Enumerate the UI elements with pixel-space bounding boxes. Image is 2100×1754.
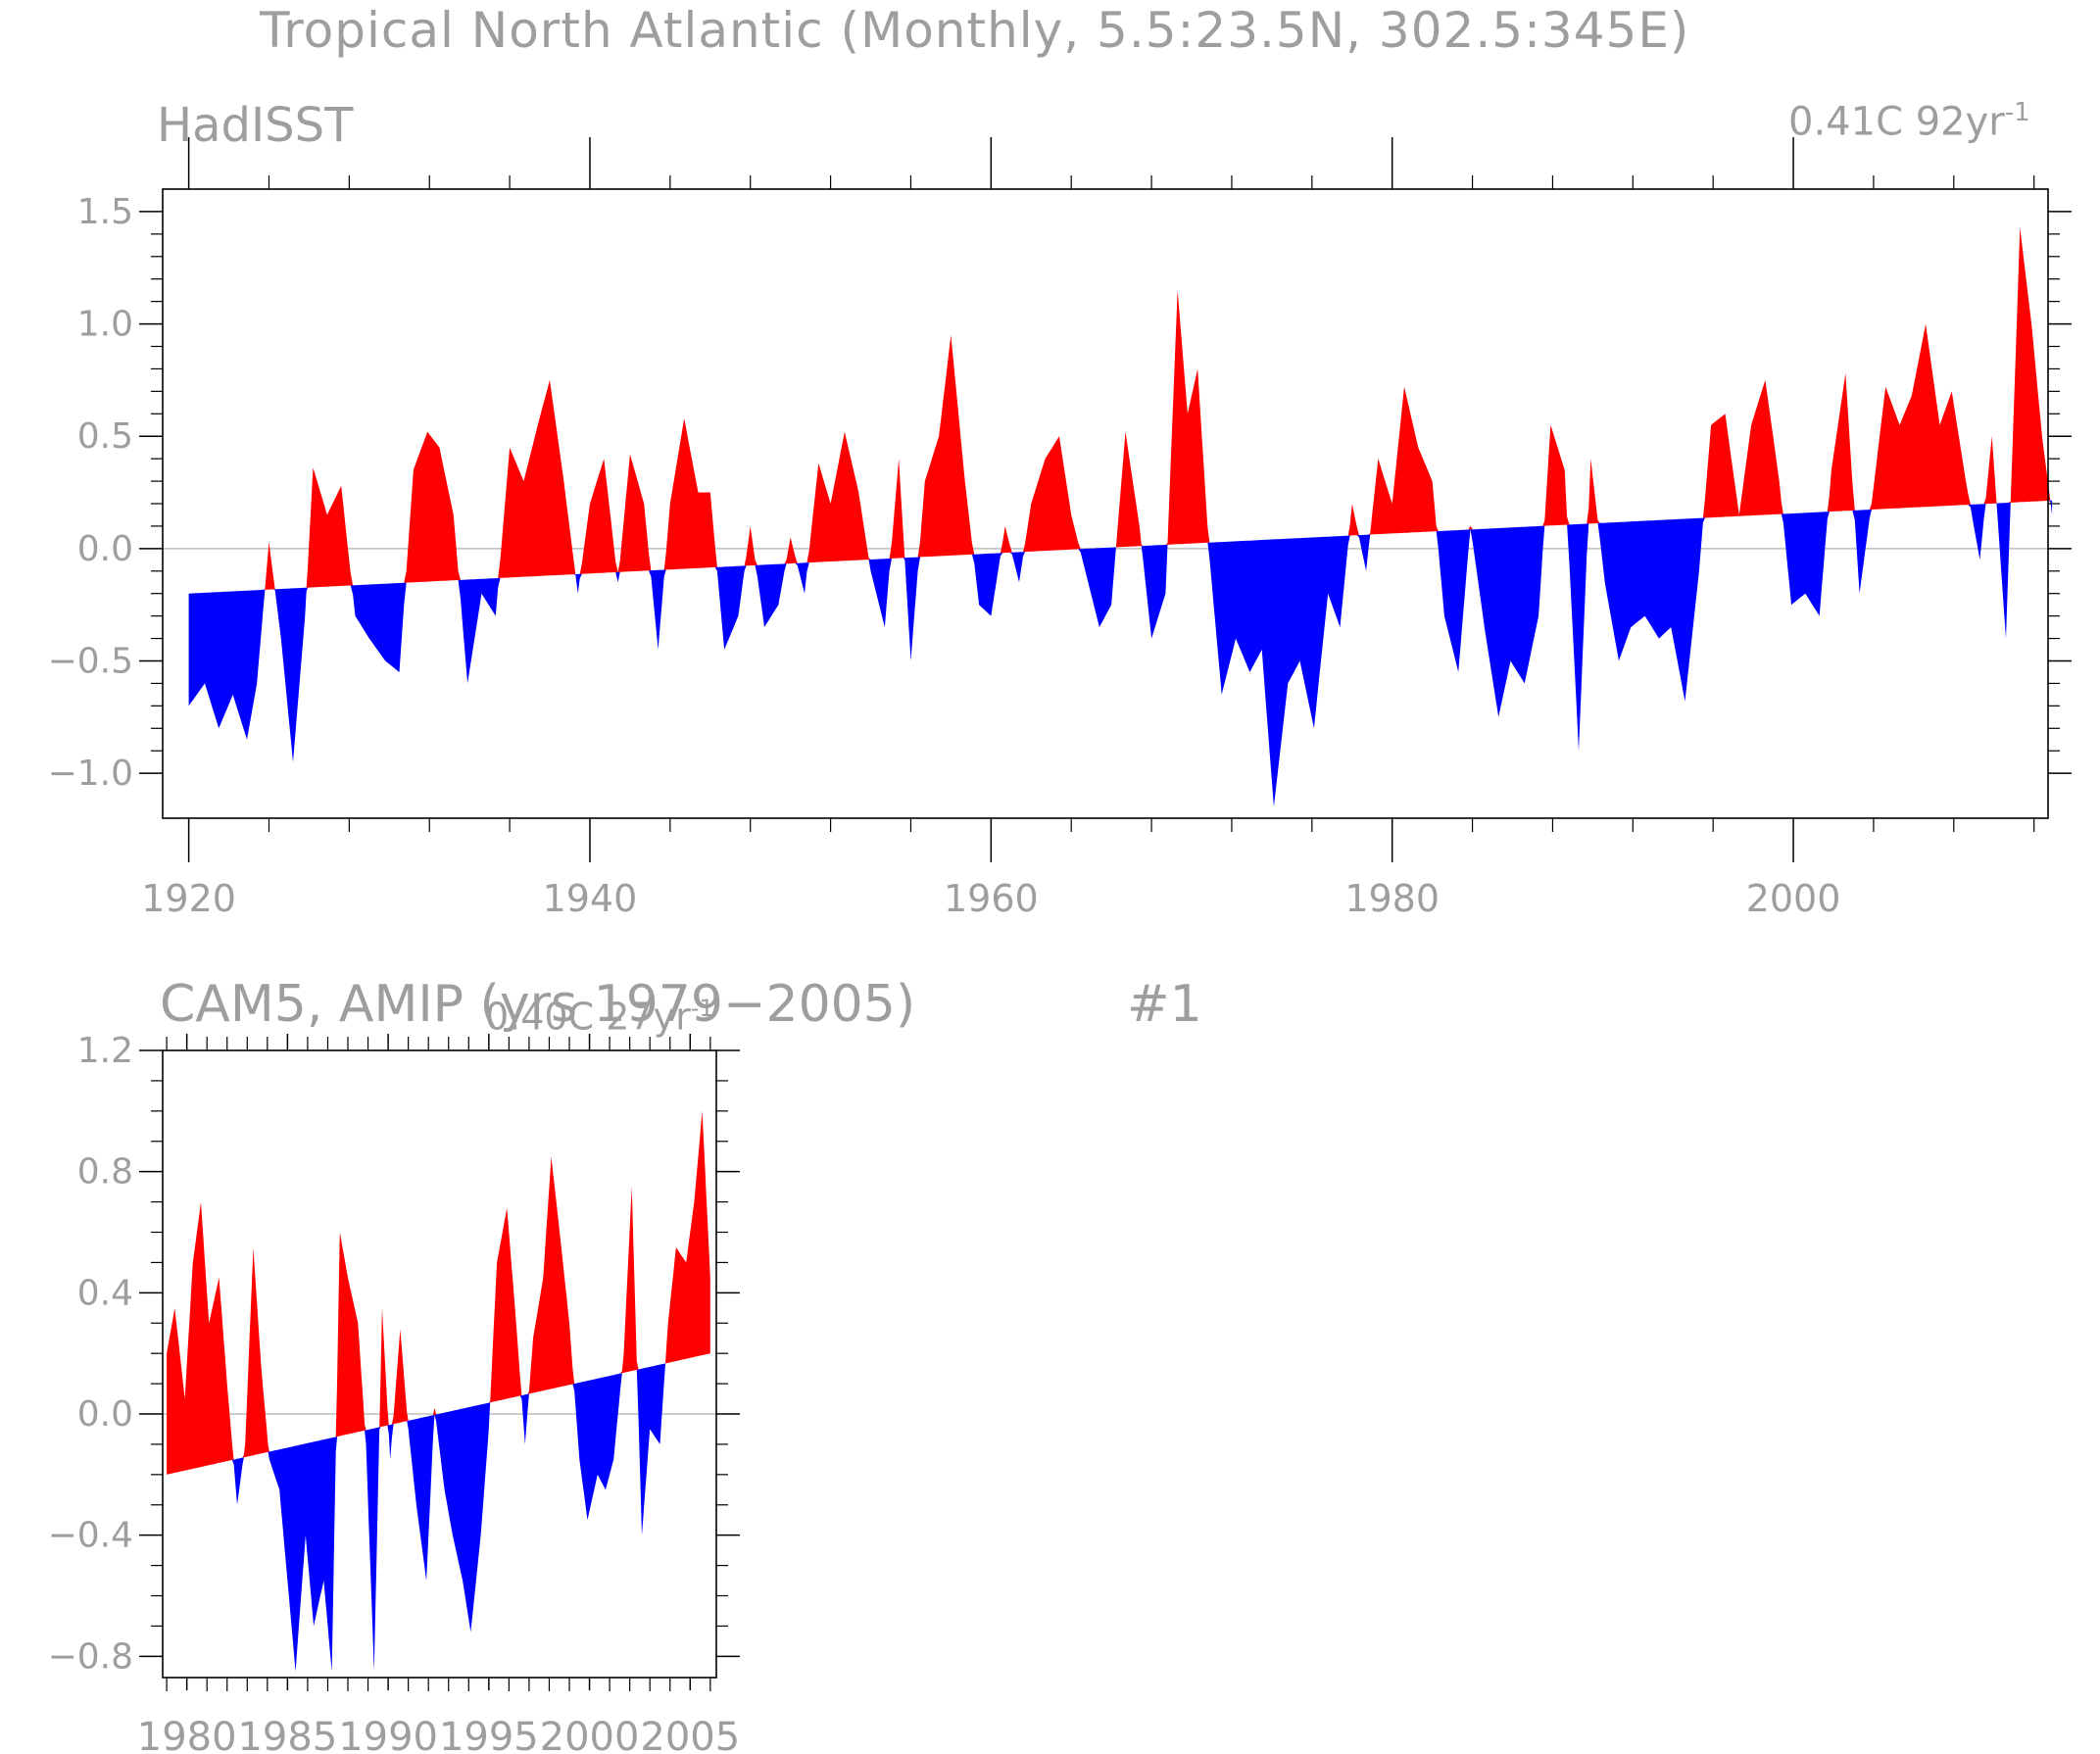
panel1-trend-text: 0.41C 92yr	[1788, 99, 2005, 145]
y-tick-label: 0.8	[77, 1152, 133, 1193]
x-tick-label: 1980	[1344, 877, 1440, 920]
x-tick-label: 1995	[439, 1715, 539, 1754]
y-tick-label: 1.0	[77, 305, 133, 345]
panel2-trend-text: 0.40C 27yr	[485, 995, 691, 1039]
y-tick-label: −0.4	[48, 1516, 133, 1556]
x-tick-label: 2000	[540, 1715, 640, 1754]
chart-title: Tropical North Atlantic (Monthly, 5.5:23…	[260, 2, 1690, 59]
panel2-dataset-label: CAM5, AMIP (yrs 1979−2005)	[160, 975, 916, 1034]
plot-frame	[162, 1049, 717, 1679]
y-tick-label: 1.2	[77, 1031, 133, 1071]
panel2-trend-label: 0.40C 27yr-1	[485, 995, 714, 1039]
x-tick-label: 1980	[137, 1715, 237, 1754]
x-tick-label: 1960	[944, 877, 1039, 920]
panel2-run-label: #1	[1127, 975, 1202, 1034]
y-tick-label: 1.5	[77, 192, 133, 232]
y-tick-label: −0.5	[48, 642, 133, 682]
x-tick-label: 2005	[640, 1715, 740, 1754]
x-tick-label: 2000	[1746, 877, 1841, 920]
panel1-trend-exponent: -1	[2004, 98, 2030, 127]
panel1-dataset-label: HadISST	[157, 98, 354, 153]
y-tick-label: −0.8	[48, 1636, 133, 1677]
positive-anomaly-area	[188, 227, 2053, 594]
negative-anomaly-area	[167, 1353, 710, 1672]
y-tick-label: 0.4	[77, 1273, 133, 1313]
panel1-trend-label: 0.41C 92yr-1	[1788, 98, 2030, 144]
x-tick-label: 1990	[338, 1715, 438, 1754]
x-tick-label: 1920	[141, 877, 236, 920]
positive-anomaly-area	[167, 1110, 710, 1475]
panel2-trend-exponent: -1	[690, 995, 714, 1022]
x-tick-label: 1940	[543, 877, 638, 920]
y-tick-label: 0.5	[77, 416, 133, 457]
y-tick-label: −1.0	[48, 754, 133, 794]
negative-anomaly-area	[188, 500, 2053, 807]
y-tick-label: 0.0	[77, 1394, 133, 1435]
y-tick-label: 0.0	[77, 529, 133, 569]
x-tick-label: 1985	[237, 1715, 337, 1754]
